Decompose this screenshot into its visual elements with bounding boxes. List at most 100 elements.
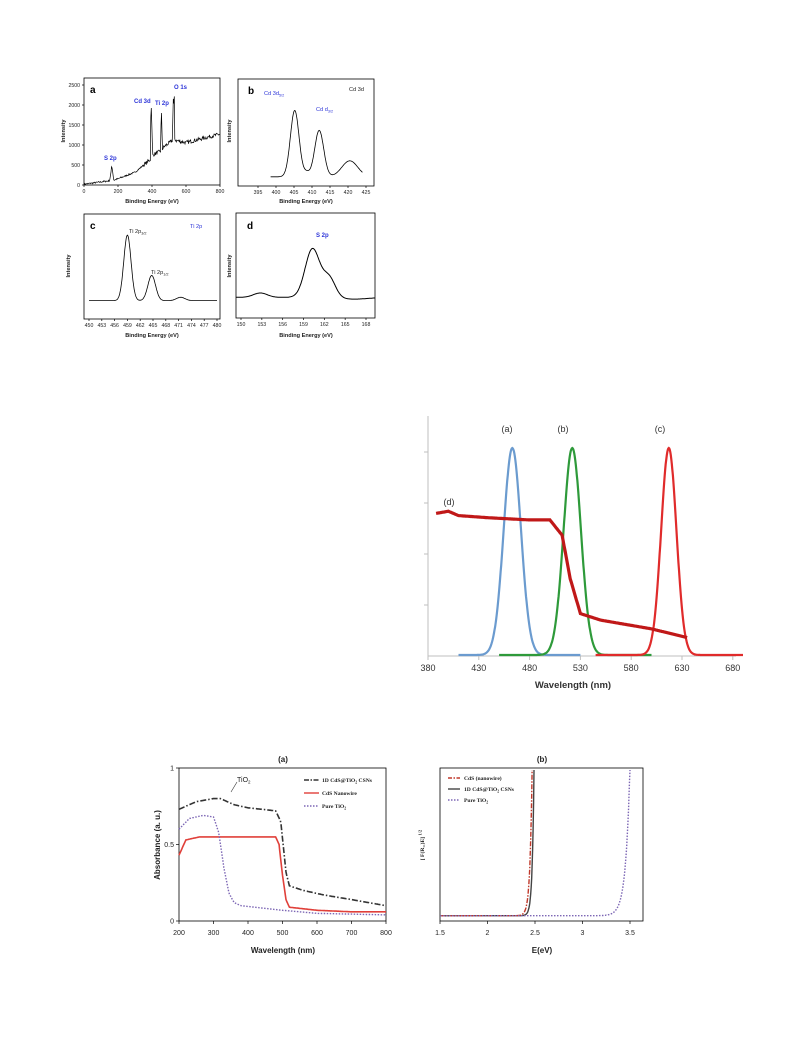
uvvis-b-x-tick-label: 3.5 <box>625 930 635 937</box>
legend-item: CdS Nanowire <box>322 791 357 797</box>
spectra-xticks: 380 430 480 530 580 630 680 <box>420 656 740 673</box>
xps-c-peak1-label: Ti 2p3/2 <box>129 229 147 236</box>
xps-b-xlabel: Binding Energy (eV) <box>279 199 333 205</box>
xps-d-x-tick-label: 168 <box>362 322 371 328</box>
xps-b-x-tick-label: 395 <box>254 190 263 196</box>
xps-a-x-tick-label: 400 <box>148 189 157 195</box>
uvvis-a-y-tick-label: 1 <box>170 766 174 773</box>
xps-b-x-tick-label: 410 <box>308 190 317 196</box>
xps-d-xticks: 150 153 156 159 162 165 168 <box>237 318 371 328</box>
spectra-series-d <box>435 509 688 640</box>
xps-a-xticks: 0 200 400 600 800 <box>83 185 225 195</box>
xps-figure: a 0 500 1000 1500 2000 2500 0 200 400 600 800 Bin… <box>61 77 376 339</box>
xps-panel-b: b Cd 3d 395 400 405 410 415 420 425 Binding En… <box>227 78 375 205</box>
spectra-xlabel: Wavelength (nm) <box>535 680 611 691</box>
xps-c-xlabel: Binding Energy (eV) <box>125 333 179 339</box>
uvvis-b-x-tick-label: 1.5 <box>435 930 445 937</box>
xps-a-x-tick-label: 0 <box>83 189 86 195</box>
uvvis-a-y-tick-label: 0.5 <box>164 842 174 849</box>
uvvis-a-xlabel: Wavelength (nm) <box>251 946 315 955</box>
xps-c-peak2-label: Ti 2p1/2 <box>151 270 169 277</box>
xps-c-x-tick-label: 477 <box>200 323 209 329</box>
xps-a-y-tick-label: 0 <box>77 183 80 189</box>
uvvis-a-x-tick-label: 700 <box>346 930 358 937</box>
xps-b-x-tick-label: 425 <box>362 190 371 196</box>
xps-a-y-tick-label: 500 <box>71 163 80 169</box>
legend-item: 1D CdS@TiO2 CSNs <box>322 778 373 784</box>
uvvis-b-x-tick-label: 2.5 <box>530 930 540 937</box>
uvvis-a-annotation-pointer <box>230 781 238 793</box>
xps-b-corner-label: Cd 3d <box>349 87 364 93</box>
xps-panel-a: a 0 500 1000 1500 2000 2500 0 200 400 600 800 Bin… <box>61 77 225 205</box>
uvvis-b-x-tick-label: 3 <box>581 930 585 937</box>
xps-b-x-tick-label: 405 <box>290 190 299 196</box>
spectra-x-tick-label: 480 <box>522 663 537 673</box>
uvvis-panel-a: (a) 00.51 200 300 400 500 600 700 800 Waveleng… <box>153 755 392 955</box>
legend-item: Pure TiO2 <box>322 804 346 810</box>
spectra-x-tick-label: 580 <box>624 663 639 673</box>
xps-c-x-tick-label: 471 <box>174 323 183 329</box>
xps-b-ylabel: Intensity <box>227 119 233 143</box>
spectra-x-tick-label: 630 <box>674 663 689 673</box>
uvvis-a-x-tick-label: 600 <box>311 930 323 937</box>
uvvis-a-yticks: 00.51 <box>164 766 179 926</box>
uvvis-a-y-tick-label: 0 <box>170 919 174 926</box>
xps-c-x-tick-label: 462 <box>136 323 145 329</box>
uvvis-a-series-pure-tio2 <box>178 814 386 916</box>
xps-d-x-tick-label: 150 <box>237 322 246 328</box>
uvvis-a-annotation: TiO2 <box>237 777 251 785</box>
peak-label-ti2p: Ti 2p <box>155 101 169 107</box>
xps-a-x-tick-label: 600 <box>182 189 191 195</box>
xps-a-yticks: 0 500 1000 1500 2000 2500 <box>68 83 84 189</box>
spectra-x-tick-label: 380 <box>420 663 435 673</box>
xps-a-y-tick-label: 2000 <box>68 103 80 109</box>
xps-a-y-tick-label: 2500 <box>68 83 80 89</box>
uvvis-b-xlabel: E(eV) <box>532 946 553 955</box>
xps-d-x-tick-label: 162 <box>320 322 329 328</box>
panel-letter-d: d <box>247 221 253 232</box>
panel-letter-b: b <box>248 86 254 97</box>
spectra-label-a: (a) <box>502 424 513 434</box>
spectra-label-d: (d) <box>444 497 455 507</box>
xps-c-series-line <box>89 234 217 301</box>
spectra-x-tick-label: 680 <box>725 663 740 673</box>
xps-c-x-tick-label: 459 <box>123 323 132 329</box>
uvvis-a-title: (a) <box>278 755 288 764</box>
xps-d-x-tick-label: 165 <box>341 322 350 328</box>
xps-c-ylabel: Intensity <box>66 254 72 278</box>
xps-a-series-line <box>83 96 220 186</box>
panel-letter-a: a <box>90 85 96 96</box>
uvvis-b-x-tick-label: 2 <box>486 930 490 937</box>
peak-label-cd3d: Cd 3d <box>134 99 151 105</box>
xps-d-x-tick-label: 156 <box>278 322 287 328</box>
uvvis-panel-b: (b) 1.5 2 2.5 3 3.5 E(eV) [ F(R∞)E] 1/2 CdS … <box>418 755 644 955</box>
uvvis-a-x-tick-label: 800 <box>380 930 392 937</box>
uvvis-a-x-tick-label: 500 <box>277 930 289 937</box>
xps-panel-c: c Ti 2p 450 453 456 459 462 465 468 471 474 477 48… <box>66 213 222 339</box>
uvvis-b-title: (b) <box>537 755 548 764</box>
xps-b-peak2-label: Cd d3/2 <box>316 107 333 114</box>
xps-c-x-tick-label: 480 <box>213 323 222 329</box>
uvvis-a-xticks: 200 300 400 500 600 700 800 <box>173 921 392 937</box>
uvvis-b-xticks: 1.5 2 2.5 3 3.5 <box>435 921 635 937</box>
legend-item: Pure TiO2 <box>464 798 488 804</box>
spectra-series-c <box>595 446 743 657</box>
legend-item: CdS (nanowire) <box>464 775 502 782</box>
spectra-label-c: (c) <box>655 424 666 434</box>
xps-c-x-tick-label: 456 <box>110 323 119 329</box>
xps-d-peak-label: S 2p <box>316 233 329 239</box>
xps-c-x-tick-label: 465 <box>149 323 158 329</box>
spectra-series-a <box>458 446 581 657</box>
xps-b-x-tick-label: 400 <box>272 190 281 196</box>
spectra-figure: 380 430 480 530 580 630 680 Wavelength (nm) (a… <box>420 416 743 691</box>
xps-a-x-tick-label: 800 <box>216 189 225 195</box>
xps-b-x-tick-label: 420 <box>344 190 353 196</box>
legend-item: 1D CdS@TiO2 CSNs <box>464 787 515 793</box>
peak-label-s2p: S 2p <box>104 156 117 162</box>
xps-a-y-tick-label: 1000 <box>68 143 80 149</box>
xps-a-xlabel: Binding Energy (eV) <box>125 199 179 205</box>
xps-d-xlabel: Binding Energy (eV) <box>279 333 333 339</box>
xps-d-x-tick-label: 153 <box>258 322 267 328</box>
xps-c-x-tick-label: 450 <box>85 323 94 329</box>
uvvis-a-x-tick-label: 200 <box>173 930 185 937</box>
